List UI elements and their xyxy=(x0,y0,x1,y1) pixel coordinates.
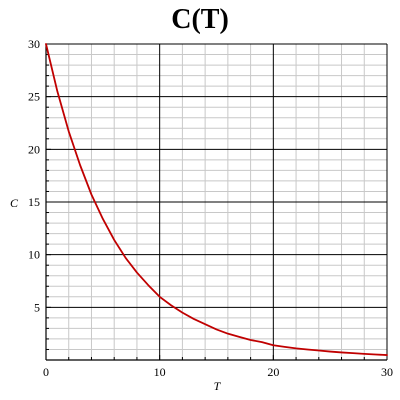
y-tick-label: 25 xyxy=(28,90,40,104)
tick-labels: 0 10 20 30 5 10 15 20 25 30 xyxy=(28,37,393,379)
x-tick-label: 10 xyxy=(154,365,166,379)
x-tick-label: 20 xyxy=(267,365,279,379)
y-tick-label: 30 xyxy=(28,37,40,51)
x-tick-label: 30 xyxy=(381,365,393,379)
x-tick-label: 0 xyxy=(43,365,49,379)
chart-title: C(T) xyxy=(171,4,229,35)
axes xyxy=(45,43,388,361)
y-tick-label: 10 xyxy=(28,248,40,262)
series-line xyxy=(45,43,388,356)
y-axis-label: C xyxy=(10,196,19,210)
major-grid xyxy=(46,43,388,360)
y-tick-label: 20 xyxy=(28,142,40,156)
y-tick-label: 15 xyxy=(28,195,40,209)
y-tick-label: 5 xyxy=(34,300,40,314)
series-layer xyxy=(45,43,388,356)
x-axis-label: T xyxy=(214,379,222,393)
